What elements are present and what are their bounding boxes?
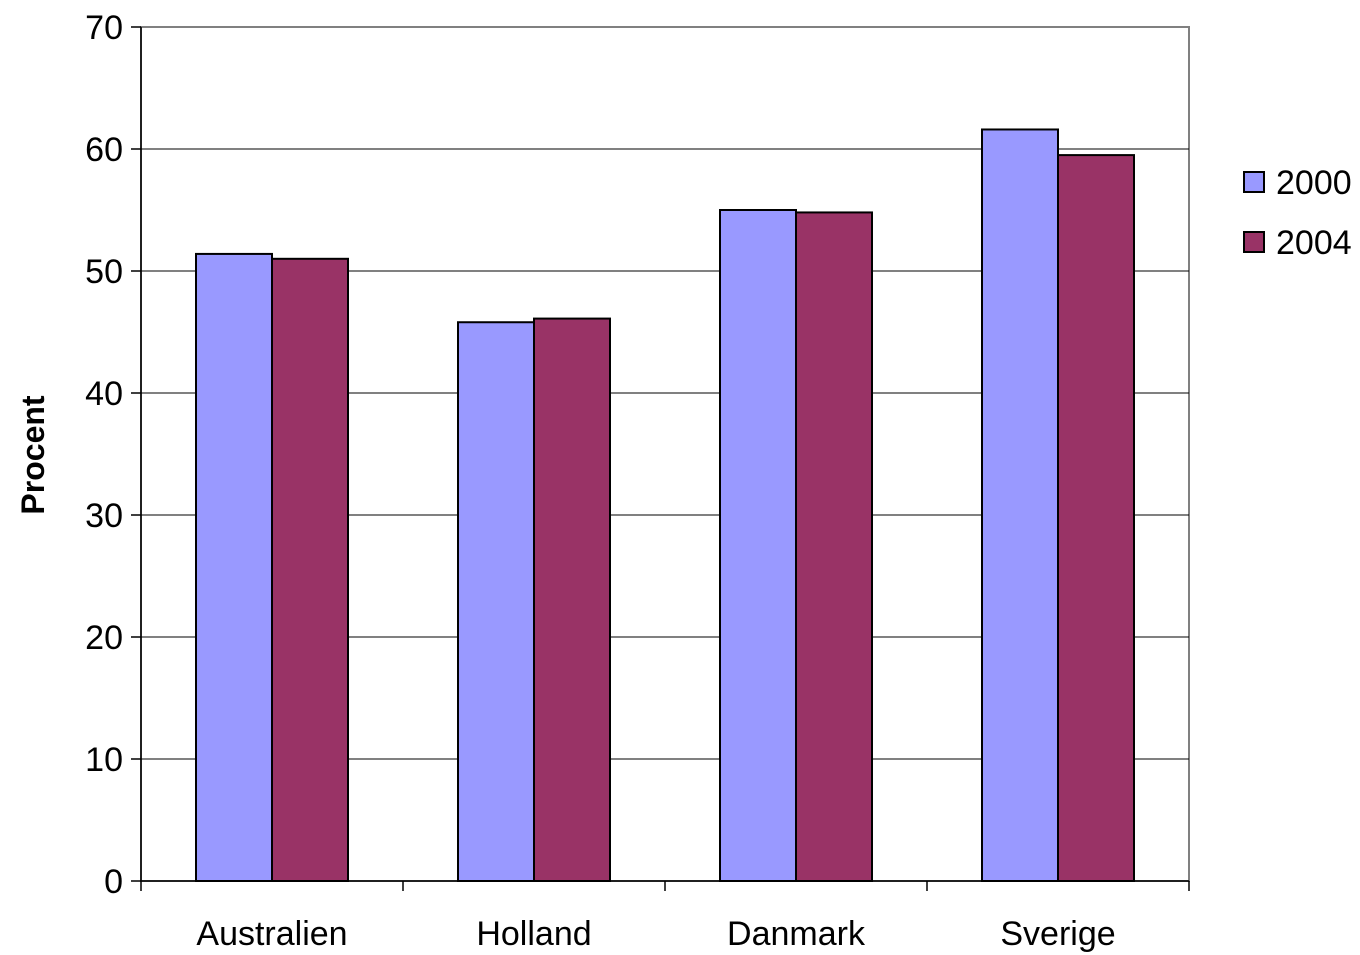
bar-2004-australien — [271, 257, 349, 882]
y-tick-label: 70 — [85, 9, 123, 47]
legend-label-2004: 2004 — [1276, 224, 1352, 262]
y-tick-label: 40 — [85, 375, 123, 413]
y-axis-title: Procent — [15, 395, 51, 514]
x-tick-label: Sverige — [1000, 915, 1115, 953]
bar-2004-danmark — [795, 211, 873, 882]
y-tick-label: 20 — [85, 619, 123, 657]
x-tick-label: Australien — [196, 915, 347, 953]
y-tick-label: 10 — [85, 741, 123, 779]
bar-2000-danmark — [719, 209, 797, 882]
bar-2000-sverige — [981, 128, 1059, 883]
legend-label-2000: 2000 — [1276, 164, 1352, 202]
legend-swatch-2000 — [1243, 171, 1265, 193]
bar-2004-holland — [533, 317, 611, 882]
bar-2000-holland — [457, 321, 535, 882]
y-tick-label: 0 — [104, 863, 123, 901]
bar-2004-sverige — [1057, 154, 1135, 883]
bar-2000-australien — [195, 252, 273, 883]
x-tick-label: Holland — [476, 915, 591, 953]
y-tick-label: 60 — [85, 131, 123, 169]
bars — [195, 128, 1135, 883]
legend: 2000 2004 — [1243, 164, 1352, 262]
y-tick-label: 50 — [85, 253, 123, 291]
x-tick-label: Danmark — [727, 915, 866, 953]
x-axis-ticks: Australien Holland Danmark Sverige — [140, 881, 1190, 953]
legend-swatch-2004 — [1243, 231, 1265, 253]
y-tick-label: 30 — [85, 497, 123, 535]
y-axis-ticks: 0 10 20 30 40 50 60 70 — [85, 9, 141, 901]
